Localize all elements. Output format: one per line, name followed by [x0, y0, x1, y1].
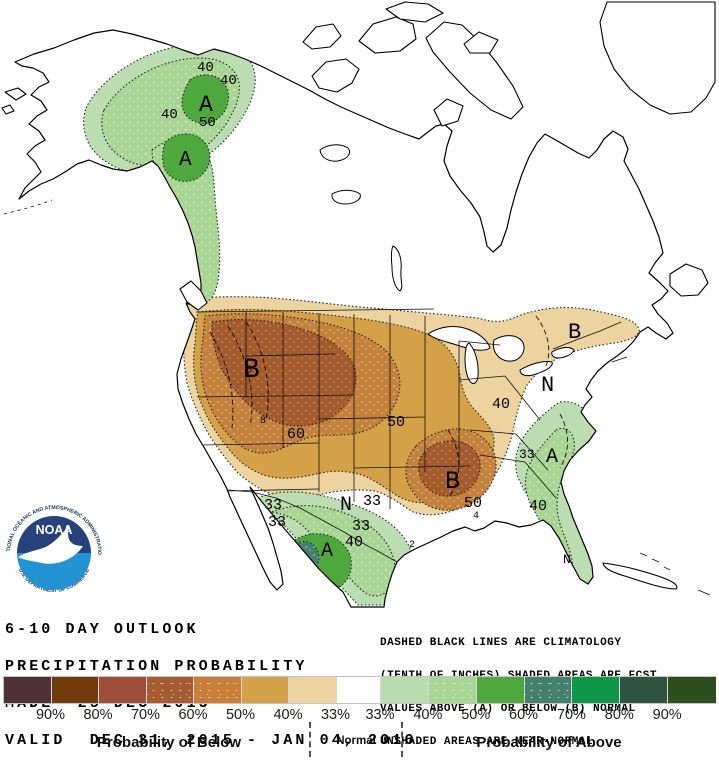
- climo-value: 4: [473, 511, 479, 522]
- legend-pct-label: 80%: [83, 707, 113, 723]
- legend-seg-below-80%: [51, 677, 99, 703]
- lake-michigan: [464, 342, 479, 384]
- anomaly-letter-mexico: A: [321, 540, 333, 563]
- cuba: [602, 562, 678, 590]
- normal-left-dash: [309, 722, 311, 757]
- contour-label: 33: [363, 493, 381, 510]
- anomaly-letter-midsouth: B: [445, 467, 460, 496]
- contour-label: 40: [492, 396, 510, 413]
- climatology-lines: [209, 315, 568, 497]
- map-labels: 40 40 A 50 40 A B 60 50 B 50 40 B N A 33…: [161, 60, 581, 567]
- legend-pct-label: 90%: [35, 707, 66, 723]
- anomaly-letter-northeast: B: [568, 320, 581, 345]
- legend-seg-below-33%: [289, 677, 337, 703]
- legend-seg-above-50%: [476, 677, 525, 703]
- lake-superior: [427, 326, 491, 351]
- legend-seg-below-50%: [194, 677, 242, 703]
- legend-pct-label: 80%: [604, 707, 634, 723]
- legend-pct-label: 40%: [413, 707, 443, 723]
- climo-value: 2: [409, 540, 415, 551]
- lake-huron: [492, 335, 525, 362]
- anomaly-letter-bc: A: [179, 149, 192, 172]
- near-normal-letter-northeast: N: [541, 373, 554, 398]
- coastline: [14, 29, 674, 608]
- region-above-60-south: [289, 541, 320, 574]
- lake-ontario: [551, 347, 575, 359]
- legend-pct-label: 33%: [320, 707, 351, 723]
- legend-pct-label: 40%: [273, 707, 303, 723]
- greenland: [599, 1, 716, 115]
- vancouver-island: [179, 280, 208, 311]
- baffin-island: [425, 21, 524, 120]
- legend-pct-label: 50%: [225, 707, 256, 723]
- legend-pct-label: 70%: [130, 707, 161, 723]
- legend-pct-label: 60%: [178, 707, 208, 723]
- region-below-60-midsouth: [418, 440, 481, 497]
- anomaly-letter-eastcoast: A: [546, 446, 558, 469]
- key-line-1: DASHED BLACK LINES ARE CLIMATOLOGY: [380, 637, 622, 649]
- legend-seg-above-80%: [620, 677, 669, 703]
- us-mexico-border: [227, 489, 398, 563]
- contour-label: 40: [529, 498, 547, 515]
- logo-noaa-text: NOAA: [36, 523, 73, 537]
- contour-label: 33: [519, 447, 535, 462]
- normal-right-dash: [401, 722, 403, 757]
- probability-of-above-caption: Probability of Above: [476, 734, 622, 751]
- contour-label: 33: [352, 518, 370, 535]
- region-above-50-alaska: [181, 74, 230, 125]
- outlook-type-line: PRECIPITATION PROBABILITY: [5, 658, 308, 676]
- lakes-group: [319, 144, 575, 384]
- borders-group: [195, 308, 628, 563]
- legend-seg-above-60%: [524, 677, 573, 703]
- climo-value: 8: [260, 416, 266, 427]
- lake-erie: [519, 361, 553, 377]
- newfoundland: [669, 263, 709, 297]
- legend-seg-below-90%: [4, 677, 52, 703]
- contour-label: 60: [287, 426, 305, 443]
- key-line-3: VALUES ABOVE (A) OR BELOW (B) NORMAL: [380, 703, 636, 715]
- logo-sea: [17, 553, 91, 590]
- legend-pct-label: 50%: [461, 707, 491, 723]
- legend-pct-label: 90%: [652, 707, 682, 723]
- legend-seg-above-70%: [572, 677, 621, 703]
- legend-pct-label: 60%: [509, 707, 539, 723]
- probability-colorbar: [3, 676, 716, 704]
- legend-seg-below-40%: [241, 677, 289, 703]
- contour-label: 33: [268, 514, 286, 531]
- contour-label: 40: [345, 534, 363, 551]
- colorbar-percent-labels: 90% 80% 70% 60% 50% 40% 33% 33% 40% 50% 60% 70% 80% 9…: [0, 707, 719, 725]
- normal-caption: Normal: [336, 735, 376, 747]
- anomaly-letter-west: B: [243, 355, 260, 386]
- near-normal-letter-south: N: [340, 494, 352, 517]
- climo-value: 8: [246, 365, 252, 376]
- legend-seg-normal: [336, 677, 381, 703]
- legend-seg-above-33%: [381, 677, 429, 703]
- legend-seg-above-90%: [668, 677, 716, 703]
- contour-label: 50: [387, 414, 405, 431]
- islands-group: [1, 1, 716, 596]
- noaa-logo: NATIONAL OCEANIC AND ATMOSPHERIC ADMINIS…: [4, 503, 103, 602]
- key-line-4: UNSHADED AREAS ARE NEAR-NORMAL: [380, 736, 594, 748]
- contour-label: 33: [264, 497, 282, 514]
- contour-label: 40: [197, 60, 214, 76]
- near-normal-letter-florida: N: [563, 552, 571, 567]
- contour-label: 50: [199, 115, 216, 131]
- contour-label: 40: [161, 107, 178, 123]
- legend-seg-below-70%: [99, 677, 147, 703]
- outlook-title-line: 6-10 DAY OUTLOOK: [5, 620, 199, 638]
- north-america-map: 40 40 A 50 40 A B 60 50 B 50 40 B N A 33…: [1, 1, 716, 608]
- legend-seg-above-40%: [428, 677, 477, 703]
- legend-seg-below-60%: [146, 677, 194, 703]
- legend-pct-label: 70%: [556, 707, 586, 723]
- region-above-50-bc: [161, 133, 211, 182]
- contour-label: 40: [220, 73, 237, 89]
- anomaly-letter-alaska: A: [199, 92, 213, 118]
- seagull-icon: [18, 526, 83, 564]
- region-below-60-west: [211, 319, 357, 427]
- legend-pct-label: 33%: [365, 707, 395, 723]
- contour-label: 50: [464, 495, 482, 512]
- probability-of-below-caption: Probability of Below: [96, 734, 242, 751]
